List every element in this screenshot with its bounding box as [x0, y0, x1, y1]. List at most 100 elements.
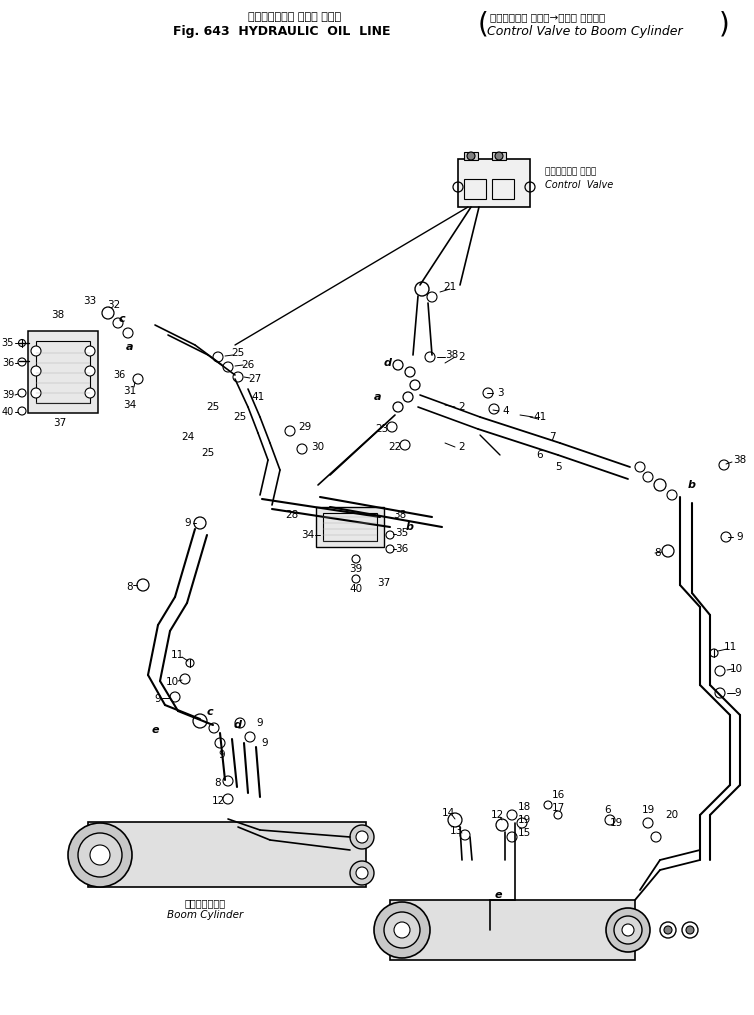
Text: 36: 36	[395, 544, 409, 554]
Text: 38: 38	[51, 310, 65, 320]
Text: 25: 25	[231, 348, 244, 358]
Text: 9: 9	[734, 688, 741, 698]
Text: 24: 24	[182, 432, 195, 442]
Text: 35: 35	[395, 528, 409, 538]
Circle shape	[68, 823, 132, 887]
Bar	[492, 179, 514, 199]
Circle shape	[18, 358, 26, 366]
Bar	[28, 331, 98, 413]
Text: 16: 16	[551, 790, 565, 800]
Text: 40: 40	[349, 584, 363, 594]
Text: 9: 9	[155, 694, 161, 704]
Text: 12: 12	[211, 796, 225, 806]
Circle shape	[85, 366, 95, 376]
Text: 41: 41	[533, 412, 547, 422]
Text: a: a	[126, 342, 133, 352]
Text: 36: 36	[2, 358, 14, 368]
Text: 31: 31	[124, 386, 136, 396]
Text: 10: 10	[729, 664, 743, 674]
Text: 9: 9	[262, 738, 268, 748]
Text: 8: 8	[654, 548, 661, 558]
Text: b: b	[688, 480, 696, 490]
Circle shape	[18, 389, 26, 397]
Text: 23: 23	[375, 424, 388, 434]
Text: 11: 11	[723, 642, 737, 652]
Text: 33: 33	[84, 296, 97, 306]
Text: 25: 25	[234, 412, 247, 422]
Text: 6: 6	[537, 450, 544, 460]
Circle shape	[90, 845, 110, 865]
Text: 40: 40	[2, 407, 14, 417]
Circle shape	[386, 545, 394, 553]
Text: ハイドロリック オイル ライン: ハイドロリック オイル ライン	[248, 12, 342, 22]
Text: 9: 9	[185, 518, 192, 528]
Text: ノームシリンダ: ノームシリンダ	[185, 898, 225, 908]
Text: 3: 3	[497, 388, 504, 398]
Bar	[464, 179, 486, 199]
Bar	[36, 341, 90, 403]
Text: 15: 15	[517, 828, 531, 838]
Circle shape	[352, 576, 360, 583]
Text: 19: 19	[517, 815, 531, 825]
Text: d: d	[384, 358, 392, 368]
Text: 2: 2	[458, 442, 465, 452]
Text: 25: 25	[201, 448, 215, 458]
Text: e: e	[152, 725, 159, 735]
Text: コントロール バルブ: コントロール バルブ	[545, 167, 596, 177]
Text: 2: 2	[458, 352, 465, 362]
Text: 11: 11	[170, 650, 184, 660]
Text: 22: 22	[388, 442, 402, 452]
Circle shape	[664, 926, 672, 934]
Text: 8: 8	[215, 779, 222, 788]
Circle shape	[467, 152, 475, 160]
Circle shape	[31, 388, 41, 398]
Text: 27: 27	[248, 374, 262, 384]
Text: 30: 30	[311, 442, 324, 452]
Circle shape	[85, 388, 95, 398]
Bar	[492, 152, 506, 160]
Text: 25: 25	[207, 402, 219, 412]
Circle shape	[352, 555, 360, 563]
Circle shape	[31, 366, 41, 376]
Text: 39: 39	[2, 390, 14, 400]
Text: 37: 37	[377, 578, 391, 588]
Text: 2: 2	[458, 402, 465, 412]
Circle shape	[356, 831, 368, 843]
Circle shape	[622, 924, 634, 936]
Circle shape	[606, 908, 650, 952]
Text: 38: 38	[394, 510, 406, 520]
Text: e: e	[495, 890, 501, 900]
Bar	[458, 159, 530, 207]
Text: 21: 21	[443, 282, 457, 292]
Circle shape	[544, 801, 552, 809]
Circle shape	[350, 861, 374, 885]
Circle shape	[386, 531, 394, 539]
Text: 28: 28	[285, 510, 299, 520]
Text: c: c	[207, 707, 213, 717]
Text: 38: 38	[446, 350, 458, 360]
Text: (: (	[477, 10, 489, 38]
Bar	[316, 508, 384, 547]
Text: 37: 37	[54, 418, 66, 428]
Text: 32: 32	[107, 300, 121, 310]
Text: a: a	[374, 392, 382, 402]
Circle shape	[384, 912, 420, 948]
Circle shape	[554, 811, 562, 819]
Text: 9: 9	[219, 750, 225, 760]
Text: 7: 7	[549, 432, 555, 442]
Bar	[464, 152, 478, 160]
Text: 39: 39	[349, 564, 363, 574]
Text: 6: 6	[605, 805, 611, 815]
Bar	[88, 822, 366, 887]
Text: 8: 8	[127, 582, 133, 592]
Text: Fig. 643  HYDRAULIC  OIL  LINE: Fig. 643 HYDRAULIC OIL LINE	[173, 24, 391, 38]
Text: Control Valve to Boom Cylinder: Control Valve to Boom Cylinder	[487, 24, 682, 38]
Circle shape	[356, 867, 368, 879]
Bar	[323, 513, 377, 541]
Text: 38: 38	[734, 455, 746, 465]
Text: 5: 5	[555, 462, 561, 472]
Circle shape	[31, 346, 41, 356]
Text: 4: 4	[503, 406, 509, 416]
Text: 12: 12	[490, 810, 504, 820]
Circle shape	[350, 825, 374, 849]
